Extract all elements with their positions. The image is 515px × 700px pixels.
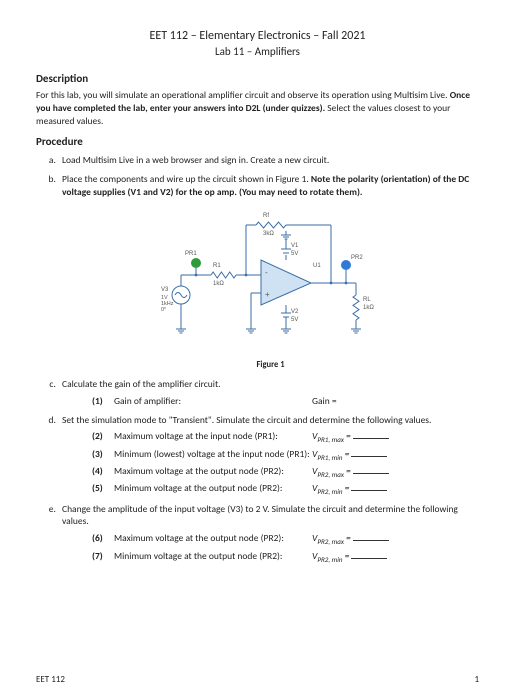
step-c: Calculate the gain of the amplifier circ…	[58, 378, 479, 408]
item-num: (2)	[92, 430, 114, 444]
item-blank	[351, 550, 387, 559]
svg-text:3kΩ: 3kΩ	[263, 231, 274, 237]
list-item: (2)Maximum voltage at the input node (PR…	[92, 430, 479, 444]
item-label: Maximum voltage at the output node (PR2)…	[114, 465, 312, 479]
svg-text:1kΩ: 1kΩ	[363, 305, 374, 311]
item-blank	[353, 465, 389, 474]
svg-text:U1: U1	[313, 263, 321, 269]
description-text: For this lab, you will simulate an opera…	[36, 89, 479, 127]
step-e-sublist: (6)Maximum voltage at the output node (P…	[62, 532, 479, 564]
item-var: VPR1, min =	[312, 448, 349, 462]
item-blank	[351, 448, 387, 457]
figure-caption: Figure 1	[62, 360, 479, 371]
item-label: Maximum voltage at the output node (PR2)…	[114, 532, 312, 546]
step-d-sublist: (2)Maximum voltage at the input node (PR…	[62, 430, 479, 496]
step-b: Place the components and wire up the cir…	[58, 173, 479, 372]
item-blank	[353, 430, 389, 439]
figure-wrap: Rf3kΩ-+U1V15VV25VR11kΩV31V1kHz0°PR1PR2RL…	[62, 205, 479, 359]
item-1-var: Gain =	[312, 395, 337, 408]
item-num: (5)	[92, 482, 114, 496]
svg-text:-: -	[265, 268, 268, 277]
step-a: Load Multisim Live in a web browser and …	[58, 154, 479, 167]
step-e: Change the amplitude of the input voltag…	[58, 503, 479, 564]
item-num: (7)	[92, 550, 114, 564]
svg-text:5V: 5V	[291, 317, 298, 323]
lab-title: Lab 11 – Amplifiers	[36, 45, 479, 60]
svg-text:Rf: Rf	[263, 213, 269, 219]
list-item: (6)Maximum voltage at the output node (P…	[92, 532, 479, 546]
svg-text:PR1: PR1	[185, 251, 197, 257]
footer-right: 1	[474, 674, 479, 686]
circuit-diagram: Rf3kΩ-+U1V15VV25VR11kΩV31V1kHz0°PR1PR2RL…	[141, 205, 401, 355]
item-var: VPR2, min =	[312, 550, 349, 564]
procedure-list: Load Multisim Live in a web browser and …	[36, 154, 479, 564]
list-item: (7)Minimum voltage at the output node (P…	[92, 550, 479, 564]
course-title: EET 112 – Elementary Electronics – Fall …	[36, 28, 479, 44]
item-num: (4)	[92, 465, 114, 479]
item-var: VPR2, min =	[312, 482, 349, 496]
list-item: (3)Minimum (lowest) voltage at the input…	[92, 448, 479, 462]
item-num: (6)	[92, 532, 114, 546]
description-heading: Description	[36, 72, 479, 87]
item-label: Minimum voltage at the output node (PR2)…	[114, 482, 312, 496]
svg-text:V1: V1	[291, 243, 299, 249]
item-var: VPR1, max =	[312, 430, 351, 444]
step-e-text: Change the amplitude of the input voltag…	[62, 503, 458, 528]
item-var: VPR2, max =	[312, 532, 351, 546]
svg-text:R1: R1	[213, 263, 221, 269]
step-c-sublist: (1) Gain of amplifier: Gain =	[62, 395, 479, 408]
svg-text:+: +	[265, 290, 270, 299]
item-var: VPR2, max =	[312, 465, 351, 479]
item-label: Maximum voltage at the input node (PR1):	[114, 430, 312, 444]
list-item: (4)Maximum voltage at the output node (P…	[92, 465, 479, 479]
svg-text:V3: V3	[161, 287, 169, 293]
step-c-text: Calculate the gain of the amplifier circ…	[62, 378, 221, 390]
item-blank	[351, 482, 387, 491]
svg-text:0°: 0°	[161, 307, 166, 313]
item-1-num: (1)	[92, 395, 114, 408]
item-label: Minimum voltage at the output node (PR2)…	[114, 550, 312, 564]
item-label: Minimum (lowest) voltage at the input no…	[114, 448, 312, 462]
svg-text:5V: 5V	[291, 251, 298, 257]
step-d: Set the simulation mode to "Transient". …	[58, 414, 479, 497]
page-footer: EET 112 1	[36, 674, 479, 686]
step-b-text: Place the components and wire up the cir…	[62, 173, 311, 185]
list-item: (5)Minimum voltage at the output node (P…	[92, 482, 479, 496]
item-1: (1) Gain of amplifier: Gain =	[92, 395, 479, 408]
procedure-heading: Procedure	[36, 135, 479, 150]
item-num: (3)	[92, 448, 114, 462]
item-blank	[353, 532, 389, 541]
svg-text:V2: V2	[291, 309, 299, 315]
footer-left: EET 112	[36, 674, 65, 686]
item-1-label: Gain of amplifier:	[114, 395, 312, 408]
step-d-text: Set the simulation mode to "Transient". …	[62, 414, 431, 426]
svg-text:PR2: PR2	[351, 255, 363, 261]
svg-text:1kΩ: 1kΩ	[213, 281, 224, 287]
desc-text-a: For this lab, you will simulate an opera…	[36, 89, 450, 101]
svg-text:RL: RL	[363, 297, 371, 303]
